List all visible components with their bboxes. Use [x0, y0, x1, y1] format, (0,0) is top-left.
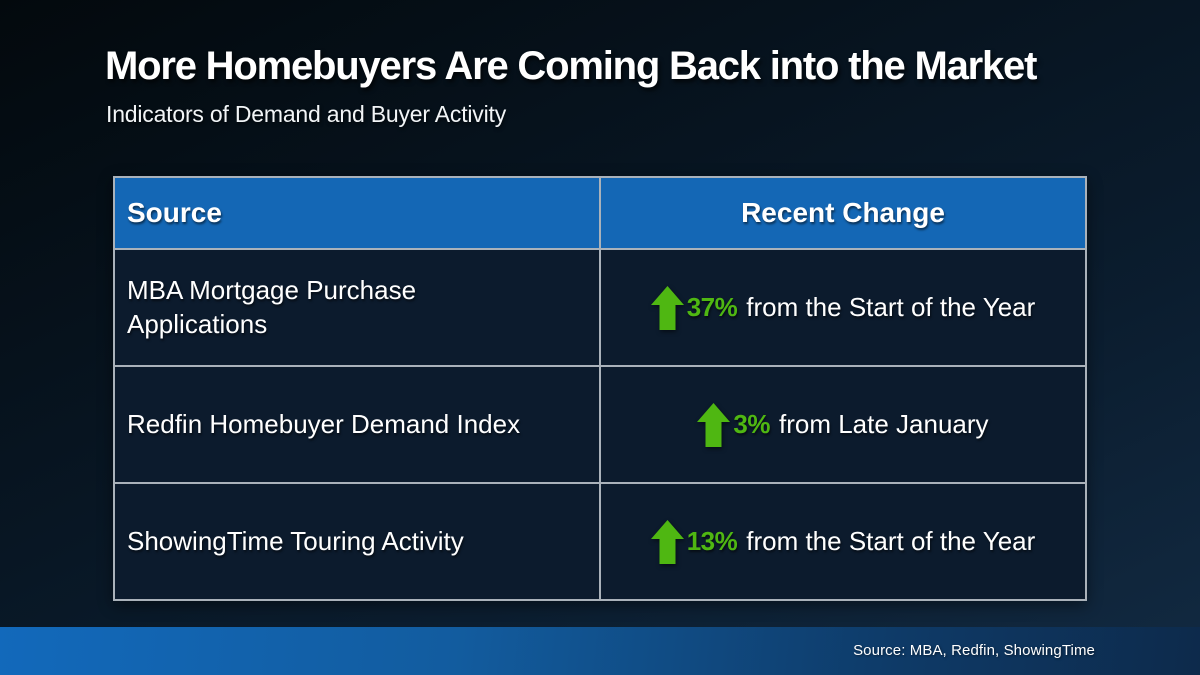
page-title: More Homebuyers Are Coming Back into the… — [105, 44, 1037, 88]
up-arrow-icon — [650, 519, 684, 564]
table-row-change: 3% from Late January — [601, 367, 1085, 482]
up-arrow-icon — [697, 402, 731, 447]
table-row-change: 37% from the Start of the Year — [601, 250, 1085, 365]
footer-bar: Source: MBA, Redfin, ShowingTime — [0, 627, 1200, 675]
source-attribution: Source: MBA, Redfin, ShowingTime — [853, 642, 1095, 659]
column-header-source: Source — [115, 178, 599, 248]
table-row-source: ShowingTime Touring Activity — [115, 484, 599, 599]
change-description: from Late January — [779, 409, 989, 439]
change-percent: 37% — [686, 292, 738, 322]
change-description: from the Start of the Year — [746, 526, 1036, 556]
source-label: MBA Mortgage Purchase Applications — [127, 274, 417, 339]
up-arrow-icon — [650, 285, 684, 330]
table-row-change: 13% from the Start of the Year — [601, 484, 1085, 599]
demand-indicators-table: Source Recent Change MBA Mortgage Purcha… — [113, 176, 1087, 601]
change-percent: 3% — [733, 409, 770, 439]
source-label: Redfin Homebuyer Demand Index — [127, 408, 521, 439]
change-percent: 13% — [686, 526, 738, 556]
page-subtitle: Indicators of Demand and Buyer Activity — [106, 101, 507, 127]
table-row-source: Redfin Homebuyer Demand Index — [115, 367, 599, 482]
column-header-recent-change: Recent Change — [601, 178, 1085, 248]
change-description: from the Start of the Year — [746, 292, 1036, 322]
table-row-source: MBA Mortgage Purchase Applications — [115, 250, 599, 365]
source-label: ShowingTime Touring Activity — [127, 525, 464, 556]
